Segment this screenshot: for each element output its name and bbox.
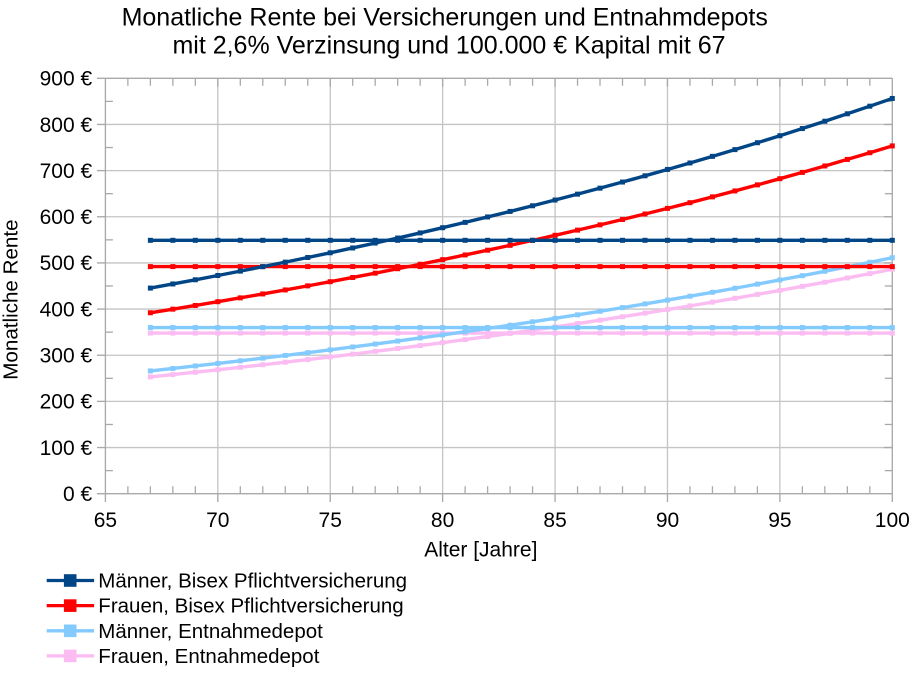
svg-text:0 €: 0 € <box>63 483 93 506</box>
svg-text:Frauen, Entnahmedepot: Frauen, Entnahmedepot <box>98 645 319 668</box>
svg-text:Monatliche Rente: Monatliche Rente <box>0 219 22 379</box>
svg-text:600 €: 600 € <box>40 206 93 229</box>
svg-text:300 €: 300 € <box>40 345 93 368</box>
svg-text:90: 90 <box>656 509 679 532</box>
svg-text:75: 75 <box>319 509 342 532</box>
svg-text:70: 70 <box>206 509 229 532</box>
svg-text:85: 85 <box>543 509 566 532</box>
svg-text:Monatliche Rente bei Versicher: Monatliche Rente bei Versicherungen und … <box>122 4 768 32</box>
svg-text:Männer, Entnahmedepot: Männer, Entnahmedepot <box>98 620 323 643</box>
svg-text:900 €: 900 € <box>40 68 93 91</box>
svg-text:400 €: 400 € <box>40 298 93 321</box>
svg-text:500 €: 500 € <box>40 252 93 275</box>
svg-text:Alter [Jahre]: Alter [Jahre] <box>424 538 537 561</box>
svg-text:95: 95 <box>768 509 791 532</box>
svg-text:700 €: 700 € <box>40 160 93 183</box>
svg-text:mit 2,6% Verzinsung und 100.00: mit 2,6% Verzinsung und 100.000 € Kapita… <box>172 31 725 59</box>
svg-text:200 €: 200 € <box>40 391 93 414</box>
svg-text:Männer, Bisex Pflichtversicher: Männer, Bisex Pflichtversicherung <box>98 570 407 593</box>
svg-text:Frauen, Bisex Pflichtversicher: Frauen, Bisex Pflichtversicherung <box>98 595 403 618</box>
svg-text:65: 65 <box>94 509 117 532</box>
svg-text:80: 80 <box>431 509 454 532</box>
svg-text:100: 100 <box>875 509 909 532</box>
svg-text:800 €: 800 € <box>40 114 93 137</box>
svg-text:100 €: 100 € <box>40 437 93 460</box>
